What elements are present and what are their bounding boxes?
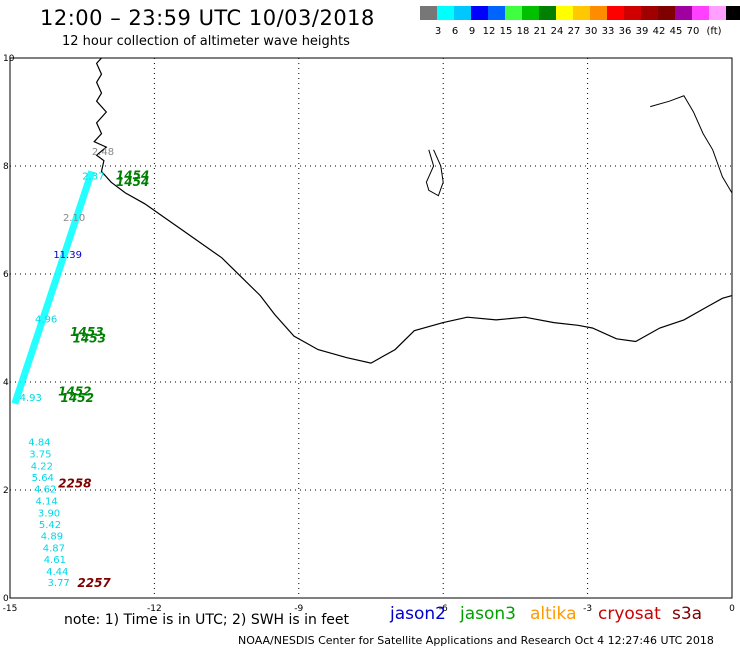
scale-label: 9 [468,26,476,37]
wave-height-label: 2.37 [82,172,104,183]
scale-label: 27 [567,26,581,37]
x-tick-label: -9 [294,604,303,614]
scale-label: 18 [516,26,530,37]
scale-swatch [590,6,607,20]
wave-height-label: 4.44 [46,567,68,578]
scale-swatch [709,6,726,20]
scale-label: 3 [434,26,442,37]
scale-label: 30 [584,26,598,37]
wave-height-label: 5.42 [39,520,61,531]
y-tick-label: 8 [3,162,9,172]
wave-height-label: 4.84 [28,438,50,449]
x-tick-label: -3 [583,604,592,614]
scale-swatch [420,6,437,20]
map-frame [9,57,733,599]
wave-height-label: 4.14 [36,497,58,508]
scale-label: 33 [601,26,615,37]
wave-height-label: 5.64 [32,473,54,484]
scale-label: 24 [550,26,564,37]
credit-footer: NOAA/NESDIS Center for Satellite Applica… [238,634,714,647]
time-label: 1454 [116,175,149,189]
footnote: note: 1) Time is in UTC; 2) SWH is in fe… [64,612,350,628]
time-label: 2258 [58,476,91,490]
scale-label: 39 [635,26,649,37]
wave-height-label: 11.39 [53,250,82,261]
wave-height-label: 4.89 [41,532,63,543]
scale-swatch [692,6,709,20]
wave-height-label: 4.87 [43,544,65,555]
scale-swatch [471,6,488,20]
scale-swatch [607,6,624,20]
x-tick-label: 0 [729,604,735,614]
scale-unit: (ft) [706,26,722,37]
scale-label: 45 [669,26,683,37]
wave-height-label: 2.48 [92,147,114,158]
wave-height-label: 4.22 [31,461,53,472]
scale-swatch [556,6,573,20]
scale-swatch [488,6,505,20]
legend-s3a: s3a [672,604,703,624]
map-title: 12:00 – 23:59 UTC 10/03/2018 [40,6,375,30]
wave-height-label: 2.10 [63,213,85,224]
map-subtitle: 12 hour collection of altimeter wave hei… [62,34,350,49]
scale-label: 6 [451,26,459,37]
wave-height-label: 3.90 [38,508,60,519]
legend-jason2: jason2 [390,604,446,624]
wave-height-label: 3.77 [48,578,70,589]
coastline [93,57,733,364]
x-tick-label: -6 [439,604,448,614]
lake-outline [425,149,444,197]
y-tick-label: 6 [3,270,9,280]
scale-swatch [573,6,590,20]
y-tick-label: 4 [3,378,9,388]
scale-label: 70 [686,26,700,37]
scale-label: 36 [618,26,632,37]
wave-height-label: 4.93 [20,393,42,404]
river-outline [650,95,733,194]
scale-swatch [454,6,471,20]
time-label: 1453 [73,332,106,346]
time-label: 2257 [77,576,111,590]
scale-label: 42 [652,26,666,37]
scale-label: 21 [533,26,547,37]
x-tick-label: -12 [147,604,162,614]
scale-label: 12 [482,26,496,37]
wave-height-label: 4.61 [44,555,66,566]
scale-swatch [675,6,692,20]
x-tick-label: -15 [3,604,18,614]
time-label: 1453 [70,325,103,339]
scale-swatch [522,6,539,20]
wave-height-label: 4.62 [34,485,56,496]
scale-swatch [624,6,641,20]
legend-cryosat: cryosat [598,604,661,624]
scale-swatch [726,6,740,20]
legend-altika: altika [530,604,577,624]
wave-height-label: 4.96 [35,315,57,326]
y-tick-label: 10 [3,54,15,64]
y-tick-label: 2 [3,486,9,496]
wave-height-label: 3.75 [29,450,51,461]
scale-swatch [505,6,522,20]
legend-jason3: jason3 [460,604,516,624]
scale-swatch [641,6,658,20]
time-label: 1454 [116,169,149,183]
scale-swatch [658,6,675,20]
y-tick-label: 0 [3,594,9,604]
altimeter-track [11,170,96,405]
scale-label: 15 [499,26,513,37]
scale-swatch [437,6,454,20]
time-label: 1452 [61,391,94,405]
scale-swatch [539,6,556,20]
time-label: 1452 [58,385,91,399]
